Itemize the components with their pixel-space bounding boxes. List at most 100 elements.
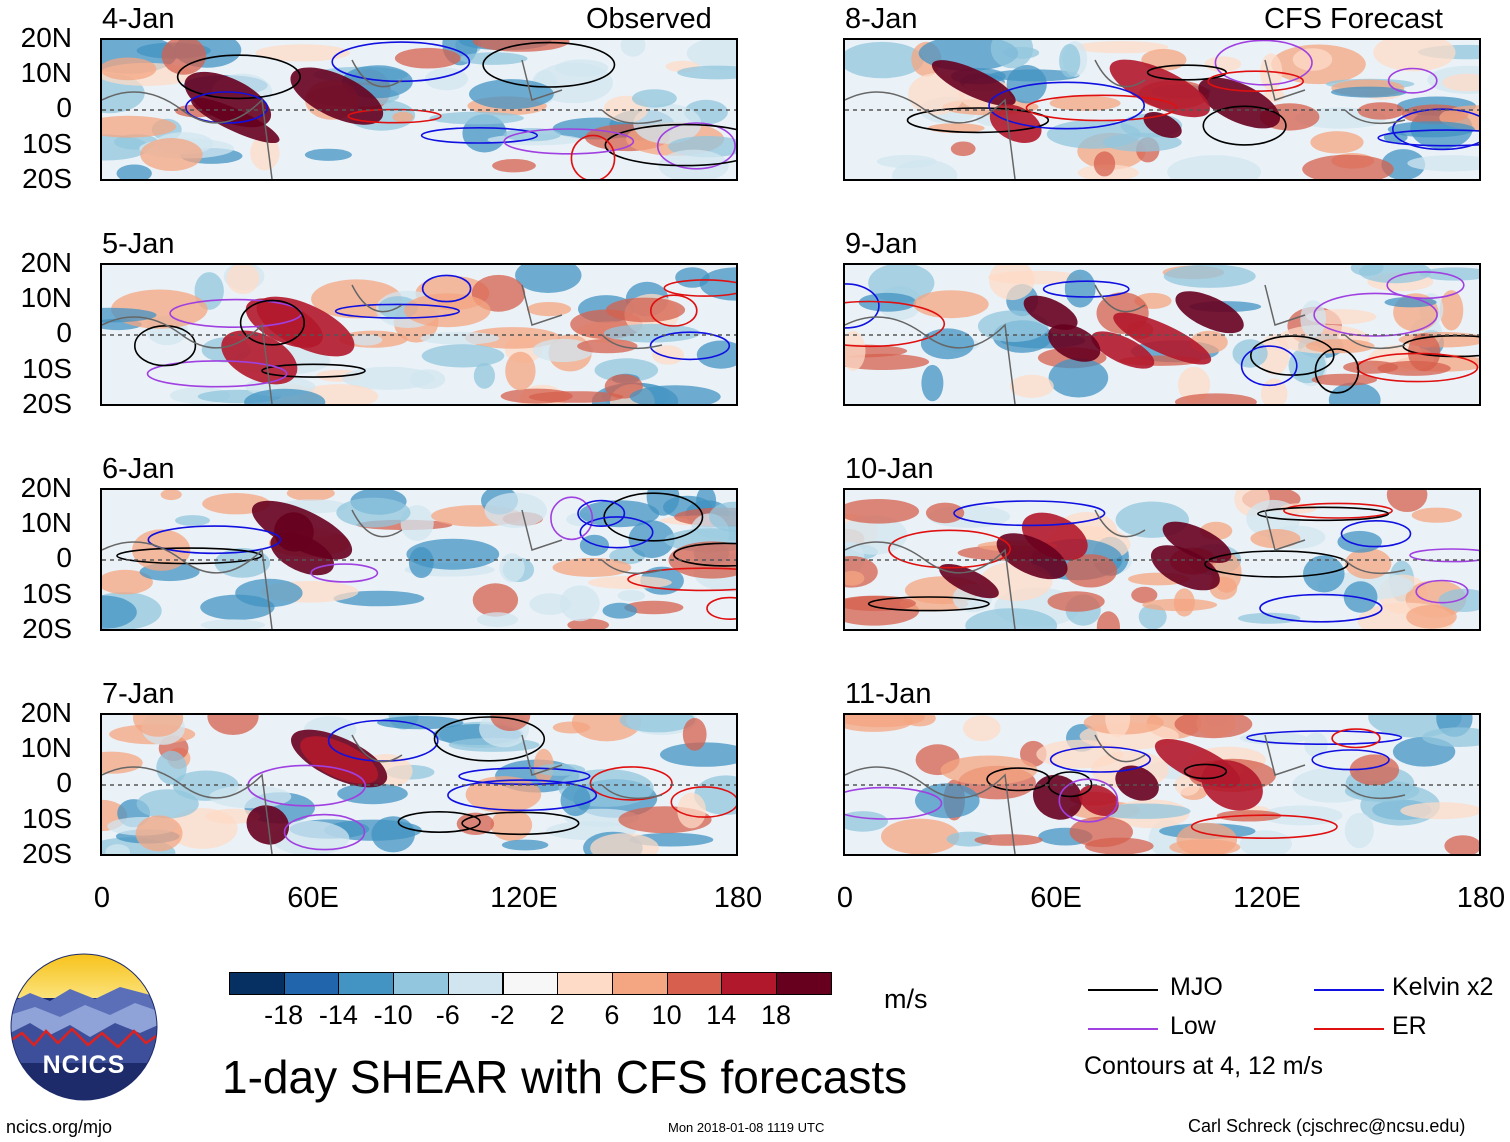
shear-blob [102,57,157,81]
shear-blob [515,265,582,293]
wave-contour [1392,108,1479,151]
shear-blob [1006,65,1047,104]
shear-blob [304,148,352,161]
strong-shear-blob [191,97,280,144]
shear-blob [465,776,542,813]
colorbar-label: 10 [651,1000,682,1030]
wave-contour [570,134,616,179]
shear-blob [1328,382,1381,404]
map-panel-4-jan [100,38,738,181]
shear-blob [552,558,632,577]
shear-blob [605,297,686,323]
lat-tick-label: 10N [20,732,72,763]
strong-shear-blob [1023,295,1078,330]
shear-blob [1173,588,1195,617]
shear-blob [677,65,736,80]
shear-blob [503,128,561,142]
shear-blob [1331,86,1407,98]
shear-blob [484,492,547,528]
shear-blob [528,391,624,403]
wave-contour [1246,730,1403,745]
shear-blob [1237,612,1301,624]
shear-blob [1358,265,1432,284]
shear-blob [631,89,677,108]
shear-blob [337,783,408,805]
shear-blob [1064,554,1118,588]
legend-er-label: ER [1392,1012,1427,1040]
wave-contour [133,324,197,367]
shear-blob [404,293,491,328]
shear-blob [1406,604,1457,629]
lat-tick-label: 20S [22,163,72,194]
shear-blob [207,715,259,735]
shear-blob [286,490,335,501]
shear-blob [1169,839,1241,854]
lon-tick-60e-left: 60E [287,882,339,914]
observed-label: Observed [586,3,712,35]
shear-blob [1442,73,1479,92]
shear-blob [490,715,531,731]
map-panel-9-jan [843,263,1481,406]
wave-contour [1190,814,1338,839]
shear-blob [1009,374,1054,398]
wave-contour [1387,67,1438,94]
strong-shear-blob [931,60,1016,106]
wave-contour [1240,345,1298,387]
wave-contour [1204,550,1349,578]
wave-contour [1259,593,1383,623]
wave-contour [461,811,580,836]
lon-tick-60e-right: 60E [1030,882,1082,914]
strong-shear-blob [1113,312,1212,365]
legend-low-label: Low [1170,1012,1216,1040]
wave-contour [577,499,626,527]
shear-blob [156,750,187,785]
wave-contour [1415,579,1469,604]
shear-blob [876,154,937,169]
wave-contour [1257,506,1390,522]
shear-blob [633,103,702,144]
legend-mjo-line [1088,989,1158,991]
strong-shear-blob [1150,545,1220,591]
shear-blob [552,721,591,734]
strong-shear-blob [273,512,314,552]
wave-contour [988,81,1145,130]
shear-blob [619,715,696,733]
map-panel-8-jan [843,38,1481,181]
shear-blob [1174,393,1257,404]
wave-contour [458,767,591,786]
shear-blob [1300,300,1327,338]
colorbar-label: 14 [706,1000,737,1030]
shear-blob [603,323,701,343]
shear-blob [1239,830,1292,854]
shear-blob [226,265,260,294]
wave-contour [147,525,282,555]
wave-contour [239,299,305,346]
lat-tick-label: 10S [22,803,72,834]
contours-note: Contours at 4, 12 m/s [1084,1052,1324,1080]
lat-tick-label: 20N [20,472,72,503]
wave-contour [283,813,366,851]
shear-blob [342,366,435,390]
lat-tick-label: 0 [56,92,72,123]
wave-contour [670,786,736,818]
shear-blob [845,715,914,732]
shear-blob [1178,366,1211,403]
wave-contour [1042,280,1130,298]
shear-blob [1292,48,1333,71]
shear-blob [682,718,707,751]
shear-blob [1064,269,1096,308]
strong-shear-blob [1032,774,1083,820]
shear-blob [940,755,1038,785]
panel-date-7-jan: 7-Jan [102,678,175,710]
lon-tick-0-right: 0 [836,882,854,914]
shear-blob [409,369,446,390]
shear-blob [1411,507,1462,523]
shear-blob [1138,604,1167,629]
shear-blob [102,751,143,774]
shear-blob [845,811,888,832]
shear-blob [845,353,930,370]
shear-blob [421,344,505,368]
shear-blob [1105,715,1131,738]
shear-blob [913,290,989,319]
shear-blob [590,833,659,854]
